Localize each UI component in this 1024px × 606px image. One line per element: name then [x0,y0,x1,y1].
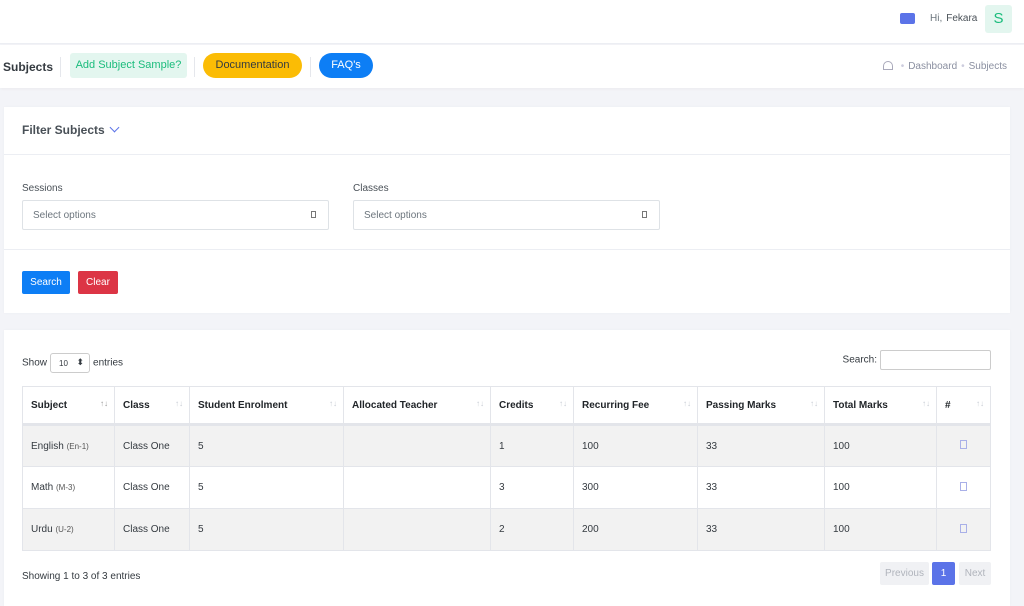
documentation-button[interactable]: Documentation [203,53,302,78]
divider [310,57,311,77]
classes-label: Classes [353,183,389,194]
sessions-label: Sessions [22,183,63,194]
show-label: Show [22,357,48,369]
column-header-actions[interactable]: # ↑↓ [936,386,991,426]
table-search: Search: [843,350,991,370]
breadcrumb: • Dashboard • Subjects [882,61,1007,72]
divider [60,57,61,77]
dropdown-icon [311,211,316,218]
clear-button[interactable]: Clear [78,271,118,294]
filter-card: Filter Subjects Sessions Select options … [4,107,1010,313]
sessions-select[interactable]: Select options [22,200,329,230]
page-title: Subjects [3,60,54,74]
add-subject-sample-button[interactable]: Add Subject Sample? [70,53,187,78]
column-header-total[interactable]: Total Marks ↑↓ [824,386,937,426]
mail-icon[interactable] [900,13,915,24]
user-greeting: Hi, Fekara [930,13,977,24]
dropdown-icon [642,211,647,218]
page-length-control: Show10entries [22,353,123,373]
page-1-button[interactable]: 1 [932,562,955,585]
home-icon[interactable] [882,61,893,70]
divider [4,249,1010,250]
column-header-enrolment[interactable]: Student Enrolment ↑↓ [189,386,344,426]
divider [4,154,1010,155]
column-header-class[interactable]: Class ↑↓ [114,386,190,426]
column-header-fee[interactable]: Recurring Fee ↑↓ [573,386,698,426]
next-page-button[interactable]: Next [959,562,991,585]
breadcrumb-dashboard[interactable]: Dashboard [908,61,958,72]
table-info: Showing 1 to 3 of 3 entries [22,571,141,582]
filter-title: Filter Subjects [22,123,105,137]
table-row: Math (M-3) Class One 5 3 300 33 100 [22,466,991,509]
delete-icon[interactable] [960,440,967,449]
classes-select[interactable]: Select options [353,200,660,230]
column-header-passing[interactable]: Passing Marks ↑↓ [697,386,825,426]
faq-button[interactable]: FAQ's [319,53,373,78]
delete-icon[interactable] [960,481,967,491]
previous-page-button[interactable]: Previous [880,562,929,585]
delete-icon[interactable] [960,523,967,533]
column-header-subject[interactable]: Subject ↑↓ [22,386,115,426]
classes-placeholder: Select options [364,210,427,221]
table-row: English (En-1) Class One 5 1 100 33 100 [22,424,991,467]
column-header-credits[interactable]: Credits ↑↓ [490,386,574,426]
search-label: Search: [842,354,877,366]
sessions-placeholder: Select options [33,210,96,221]
top-bar: Hi, Fekara S [0,0,1024,44]
divider [194,57,195,77]
search-input[interactable] [880,350,991,370]
page-length-select[interactable]: 10 [50,353,91,373]
subjects-table-card: Show10entries Search: Subject↑↓ Class↑↓ … [4,330,1010,606]
chevron-down-icon [109,122,120,133]
greeting-text: Hi, [930,13,943,24]
page-header: Subjects Add Subject Sample? Documentati… [0,45,1024,88]
avatar[interactable]: S [985,5,1012,33]
column-header-teacher[interactable]: Allocated Teacher ↑↓ [343,386,491,426]
filter-toggle[interactable]: Filter Subjects [22,122,120,137]
breadcrumb-subjects: Subjects [968,61,1007,72]
entries-label: entries [93,357,124,369]
search-button[interactable]: Search [22,271,70,294]
subjects-table: Subject ↑↓ Class ↑↓ Student Enrolment ↑↓ Al… [22,386,991,551]
user-name[interactable]: Fekara [946,13,978,24]
table-row: Urdu (U-2) Class One 5 2 200 33 100 [22,508,991,551]
